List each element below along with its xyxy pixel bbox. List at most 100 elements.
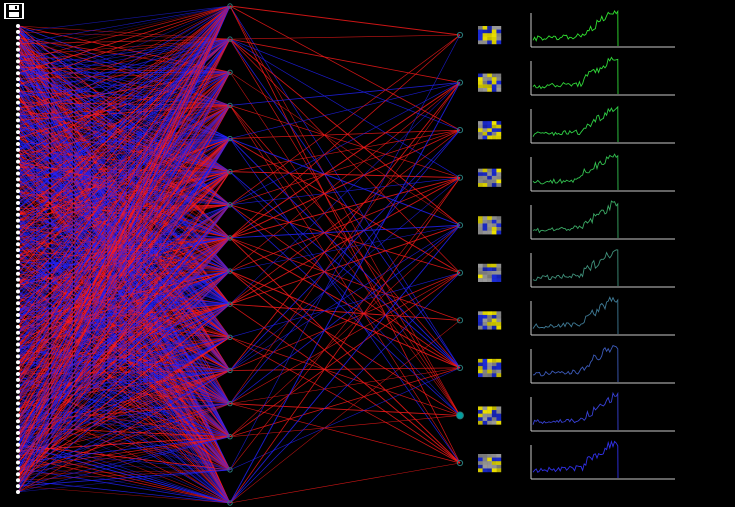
weight-line <box>17 171 231 398</box>
input-node <box>16 436 20 441</box>
weight-line <box>17 5 231 375</box>
patch-pixel <box>487 87 492 92</box>
weight-line <box>229 177 461 371</box>
weight-line <box>17 370 231 481</box>
weight-line <box>17 72 231 263</box>
input-node <box>16 289 20 294</box>
weight-line <box>17 204 231 363</box>
histogram <box>530 9 675 48</box>
patch-pixel <box>496 29 502 34</box>
hidden-node <box>227 202 233 208</box>
weight-line <box>17 204 231 463</box>
weight-line <box>17 138 231 493</box>
weight-line <box>17 438 231 504</box>
patch-pixel <box>482 457 488 462</box>
patch-pixel <box>487 278 492 282</box>
weight-line <box>229 270 461 416</box>
patch-pixel <box>482 420 488 425</box>
patch-pixel <box>482 366 488 370</box>
input-node <box>16 442 20 447</box>
weight-patch <box>478 358 502 378</box>
patch-pixel <box>487 413 492 418</box>
patch-pixel <box>478 124 483 129</box>
patch-pixel <box>491 457 497 462</box>
weight-line <box>17 370 231 446</box>
weight-connections <box>17 5 461 504</box>
patch-pixel <box>491 84 497 89</box>
histogram-curve <box>532 249 619 287</box>
weight-line <box>17 436 231 475</box>
weight-line <box>229 5 461 131</box>
weight-line <box>17 138 231 440</box>
weight-line <box>17 72 231 210</box>
patch-pixel <box>496 410 502 414</box>
weight-line <box>17 237 231 463</box>
weight-line <box>229 204 461 274</box>
input-node <box>16 35 20 40</box>
patch-pixel <box>496 369 502 374</box>
patch-pixel <box>482 461 488 465</box>
input-node <box>16 366 20 371</box>
weight-line <box>17 444 231 471</box>
weight-line <box>17 462 231 471</box>
patch-pixel <box>491 461 497 465</box>
weight-line <box>17 5 231 487</box>
weight-line <box>229 270 461 369</box>
patch-pixel <box>478 131 483 136</box>
weight-line <box>17 39 231 357</box>
patch-pixel <box>491 311 497 316</box>
weight-line <box>229 237 461 369</box>
hidden-node <box>227 135 233 142</box>
patch-pixel <box>487 406 492 411</box>
patch-pixel <box>478 274 483 279</box>
hidden-node <box>227 301 233 307</box>
patch-pixel <box>482 121 488 125</box>
patch-pixel <box>482 311 488 316</box>
patch-pixel <box>496 168 502 173</box>
histogram <box>530 200 675 240</box>
input-node <box>16 159 20 164</box>
patch-pixel <box>487 373 492 378</box>
weight-line <box>17 138 231 198</box>
weight-line <box>17 436 231 452</box>
patch-pixel <box>482 29 488 34</box>
save-button[interactable] <box>3 2 25 20</box>
input-node <box>16 77 20 82</box>
patch-pixel <box>487 84 492 89</box>
patch-pixel <box>478 267 483 272</box>
weight-line <box>229 34 461 471</box>
weight-line <box>229 177 461 272</box>
patch-pixel <box>482 263 488 268</box>
patch-pixel <box>478 461 483 465</box>
weight-line <box>229 38 461 131</box>
patch-pixel <box>491 318 497 323</box>
patch-pixel <box>478 179 483 184</box>
patch-pixel <box>491 454 497 458</box>
histogram-curve <box>532 391 619 431</box>
input-node <box>16 65 20 70</box>
weight-line <box>229 367 461 471</box>
patch-pixel <box>487 358 492 363</box>
patch-pixel <box>487 216 492 221</box>
patch-pixel <box>491 322 497 326</box>
weight-line <box>17 337 231 469</box>
histogram <box>530 439 675 480</box>
patch-pixel <box>482 362 488 367</box>
patch-pixel <box>487 223 492 228</box>
weight-line <box>17 38 231 233</box>
weight-line <box>17 138 231 469</box>
weight-line <box>17 204 231 446</box>
weight-line <box>17 5 231 410</box>
patch-pixel <box>487 227 492 231</box>
weight-line <box>229 34 461 40</box>
output-node <box>456 174 464 181</box>
patch-pixel <box>478 121 483 125</box>
histogram <box>530 296 675 336</box>
output-node <box>456 79 464 86</box>
patch-pixel <box>487 168 492 173</box>
patch-pixel <box>491 216 497 221</box>
weight-line <box>17 5 231 457</box>
patch-pixel <box>491 270 497 275</box>
weight-line <box>17 5 231 322</box>
weight-line <box>17 5 231 263</box>
